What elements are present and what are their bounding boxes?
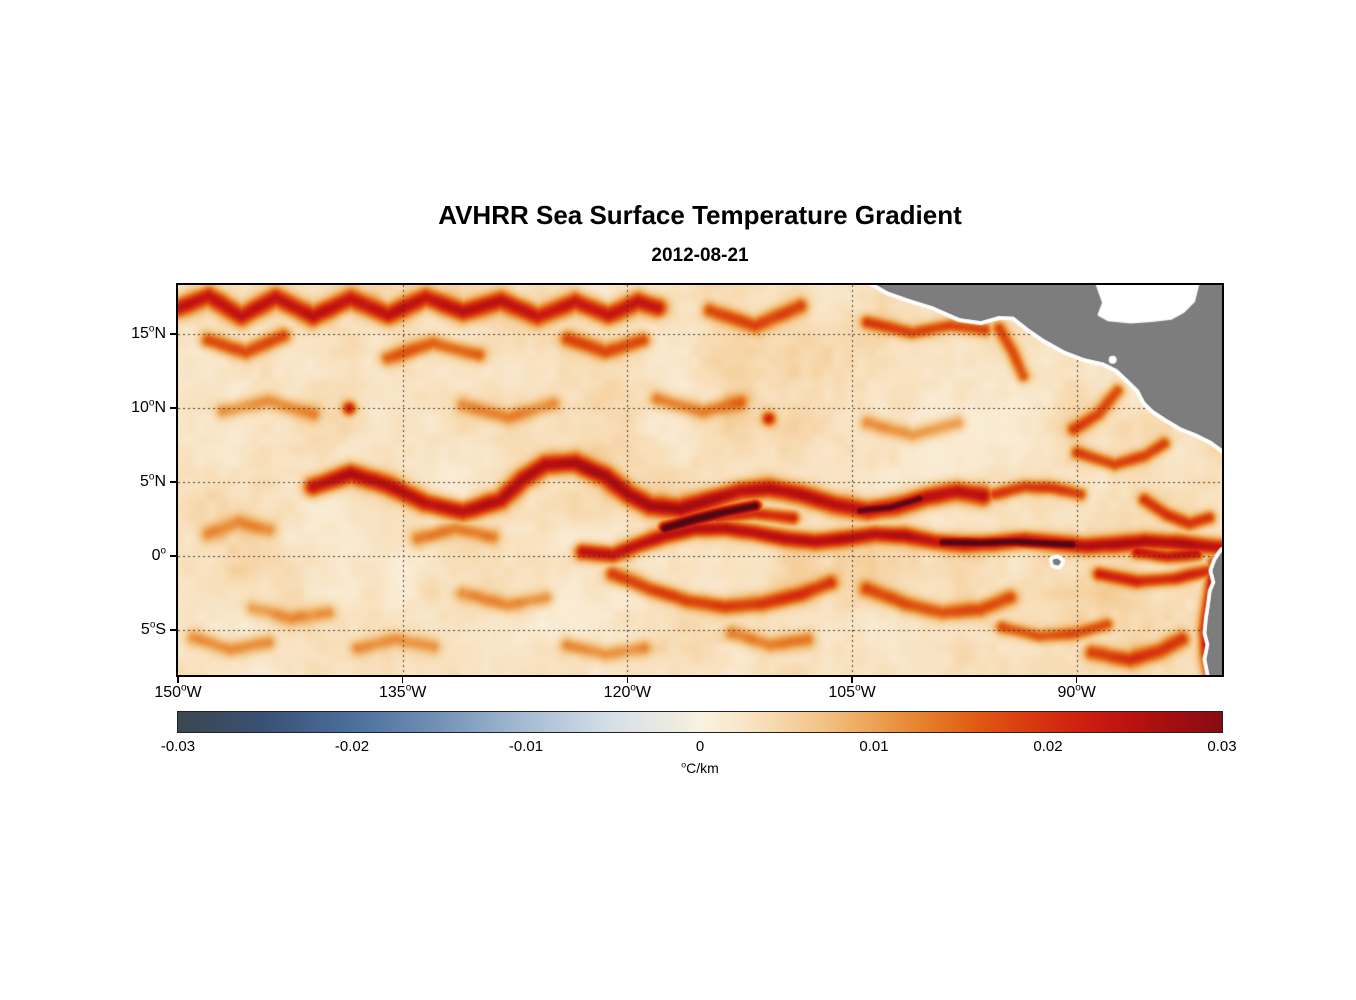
y-tick-mark (170, 629, 176, 631)
y-tick-label: 15oN (131, 324, 166, 343)
colorbar-tick-label: 0.01 (859, 738, 889, 755)
y-tick-label: 10oN (131, 398, 166, 417)
x-tick-label: 120oW (603, 682, 651, 701)
x-tick-label: 90oW (1057, 682, 1096, 701)
colorbar-tick-label: -0.03 (160, 738, 196, 755)
y-tick-label: 5oN (140, 472, 166, 491)
colorbar-unit-text: C/km (686, 760, 719, 776)
y-tick-mark (170, 481, 176, 483)
x-tick-label: 150oW (154, 682, 202, 701)
x-tick-mark (177, 677, 179, 683)
y-tick-label: 5oS (140, 620, 166, 639)
x-tick-mark (626, 677, 629, 683)
x-tick-mark (1075, 677, 1078, 683)
colorbar-gradient (178, 712, 1222, 732)
y-tick-mark (170, 555, 176, 557)
chart-title: AVHRR Sea Surface Temperature Gradient (438, 200, 962, 230)
colorbar-tick-label: 0.02 (1033, 738, 1063, 755)
x-tick-mark (851, 677, 853, 683)
colorbar-unit-label: oC/km (178, 760, 1222, 776)
y-tick-label: 0o (151, 546, 166, 565)
colorbar-tick-label: -0.02 (334, 738, 370, 755)
y-tick-mark (170, 407, 176, 409)
x-tick-mark (401, 677, 404, 683)
chart-date-subtitle: 2012-08-21 (651, 245, 749, 266)
x-tick-label: 135oW (379, 682, 427, 701)
colorbar-tick-label: 0 (695, 738, 705, 755)
colorbar-tick-label: 0.03 (1207, 738, 1237, 755)
y-tick-mark (170, 333, 176, 335)
colorbar-tick-label: -0.01 (508, 738, 544, 755)
colorbar-unit-degree: o (681, 759, 687, 770)
sst-gradient-map (178, 285, 1222, 675)
colorbar (177, 711, 1223, 733)
x-tick-label: 105oW (828, 682, 876, 701)
map-plot-area (176, 283, 1224, 677)
